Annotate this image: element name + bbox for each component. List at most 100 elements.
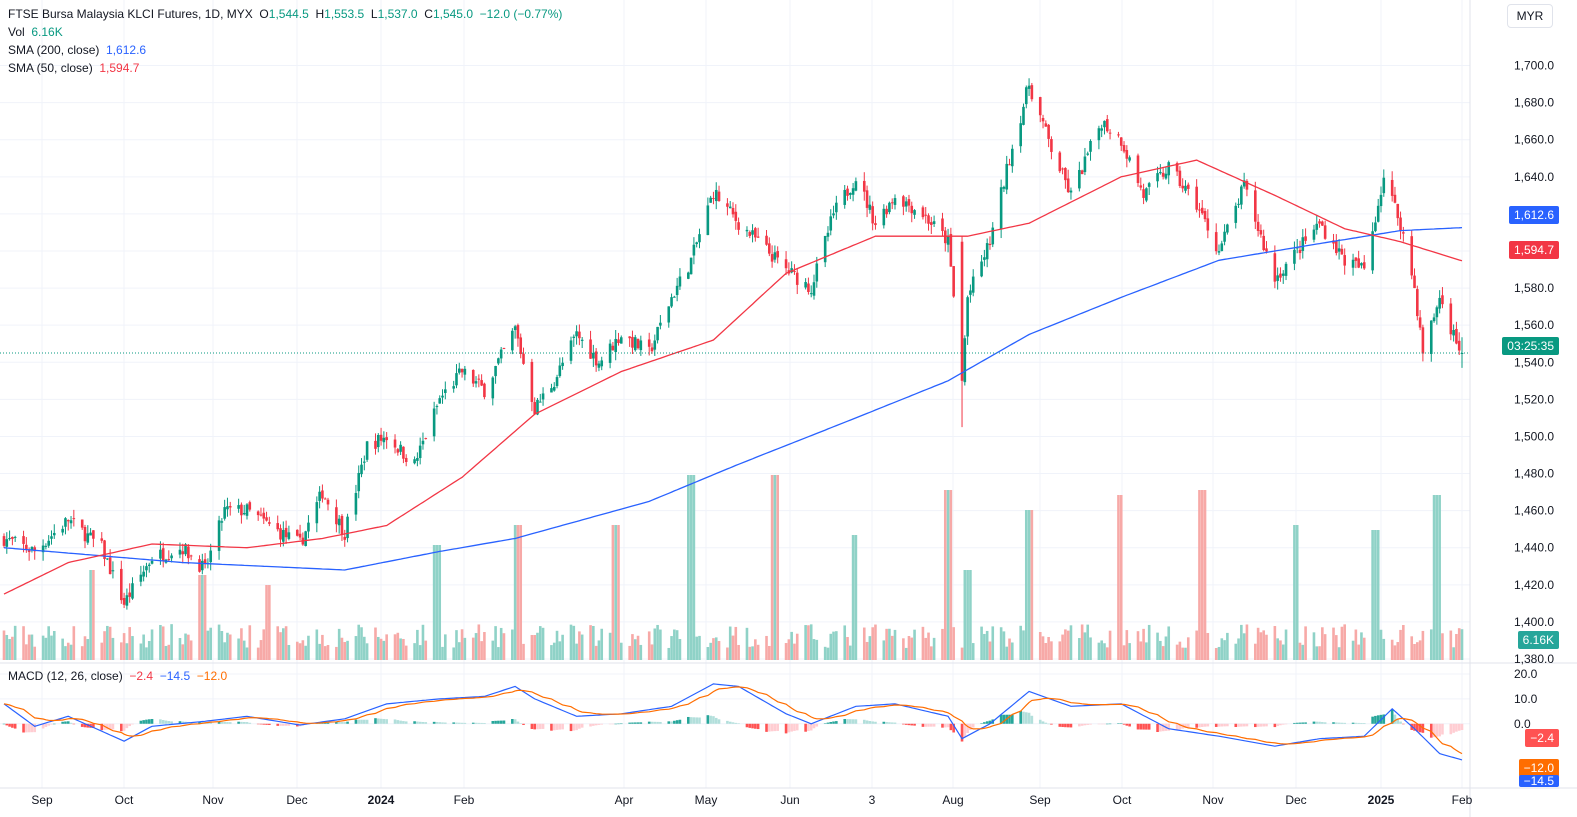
candle-body bbox=[418, 445, 422, 459]
macd-histogram-bar bbox=[217, 721, 221, 724]
candle-body bbox=[812, 282, 816, 296]
candle-body bbox=[1284, 263, 1288, 276]
candle-body bbox=[1050, 139, 1053, 152]
candle-body bbox=[1156, 173, 1159, 182]
sma200-legend-row[interactable]: SMA (200, close) 1,612.6 bbox=[8, 41, 562, 59]
volume-bar bbox=[768, 645, 771, 660]
macd-histogram-bar bbox=[11, 723, 14, 728]
candle-body bbox=[223, 507, 226, 519]
volume-legend-row[interactable]: Vol 6.16K bbox=[8, 23, 562, 41]
volume-bar bbox=[413, 643, 416, 660]
time-axis[interactable]: Sep Oct Nov Dec 2024 Feb Apr May Jun 3 Aug Sep Oct No… bbox=[31, 793, 1472, 807]
candle-body bbox=[1262, 235, 1265, 250]
macd-signal-value: −12.0 bbox=[196, 669, 228, 683]
price-axis[interactable]: 1,380.0 1,400.0 1,420.0 1,440.0 1,460.0 1,480… bbox=[1514, 59, 1554, 666]
volume-bar bbox=[1047, 636, 1050, 660]
volume-bar bbox=[673, 629, 676, 660]
candle-body bbox=[712, 198, 715, 200]
macd-histogram-bar bbox=[854, 719, 858, 724]
macd-signal-line bbox=[3, 686, 1463, 755]
symbol-name[interactable]: FTSE Bursa Malaysia KLCI Futures, 1D, MY… bbox=[8, 7, 253, 21]
volume-bar bbox=[463, 637, 467, 660]
candle-body bbox=[452, 386, 455, 389]
macd-histogram-bar bbox=[871, 721, 874, 724]
candle-body bbox=[441, 395, 444, 398]
candle-body bbox=[930, 222, 933, 225]
volume-bar bbox=[1321, 627, 1324, 660]
volume-bar bbox=[354, 636, 358, 660]
candle-body bbox=[1175, 163, 1179, 172]
volume-bar bbox=[538, 626, 542, 660]
macd-histogram-bar bbox=[346, 721, 349, 724]
volume-bar bbox=[1413, 643, 1416, 660]
candle-body bbox=[61, 528, 64, 533]
volume-bar bbox=[1223, 640, 1226, 660]
volume-bar bbox=[927, 632, 930, 660]
volume-bar bbox=[592, 625, 595, 660]
candle-body bbox=[178, 549, 182, 555]
macd-histogram-bar bbox=[1293, 722, 1296, 724]
macd-histogram-bar bbox=[709, 715, 712, 724]
volume-bar bbox=[483, 632, 486, 660]
time-tick-label: 2024 bbox=[368, 793, 395, 807]
macd-legend[interactable]: MACD (12, 26, close) −2.4 −14.5 −12.0 bbox=[8, 669, 227, 683]
time-tick-label: Feb bbox=[454, 793, 475, 807]
volume-bar bbox=[823, 646, 827, 660]
candle-body bbox=[1304, 236, 1307, 241]
candle-body bbox=[396, 449, 400, 453]
macd-histogram-bar bbox=[932, 723, 936, 727]
macd-histogram-bar bbox=[1019, 710, 1022, 724]
volume-bar bbox=[536, 632, 539, 660]
currency-button[interactable]: MYR bbox=[1507, 4, 1553, 28]
time-tick-label: Nov bbox=[202, 793, 223, 807]
candle-body bbox=[1265, 248, 1268, 252]
candle-body bbox=[343, 536, 347, 540]
volume-bar bbox=[1100, 640, 1103, 660]
macd-histogram-bar bbox=[1061, 723, 1064, 728]
candle-body bbox=[1080, 170, 1084, 175]
volume-bar bbox=[1357, 644, 1360, 660]
candle-body bbox=[555, 377, 559, 387]
macd-histogram-bar bbox=[47, 723, 50, 726]
symbol-row[interactable]: FTSE Bursa Malaysia KLCI Futures, 1D, MY… bbox=[8, 5, 562, 23]
candle-body bbox=[432, 408, 436, 437]
volume-bar bbox=[1276, 638, 1279, 660]
volume-bar bbox=[1410, 636, 1414, 660]
macd-histogram-bar bbox=[262, 723, 266, 725]
volume-bar bbox=[1203, 490, 1207, 660]
change-value: −12.0 (−0.77%) bbox=[479, 7, 563, 21]
volume-bar bbox=[1402, 625, 1405, 660]
macd-histogram-bar bbox=[594, 723, 598, 726]
volume-bar bbox=[946, 490, 950, 660]
volume-bar bbox=[991, 626, 995, 660]
macd-histogram-bar bbox=[885, 722, 888, 724]
macd-histogram-bar bbox=[1234, 723, 1238, 728]
volume-bar bbox=[511, 629, 514, 660]
candle-body bbox=[862, 180, 866, 192]
candle-body bbox=[1281, 273, 1285, 276]
candle-body bbox=[1360, 263, 1363, 266]
volume-bar bbox=[22, 626, 25, 660]
macd-histogram-bar bbox=[1047, 723, 1050, 725]
candle-body bbox=[689, 257, 693, 275]
volume-bar bbox=[1083, 632, 1087, 660]
sma50-legend-row[interactable]: SMA (50, close) 1,594.7 bbox=[8, 59, 562, 77]
candle-body bbox=[678, 276, 682, 287]
candle-body bbox=[846, 188, 849, 196]
price-tick-label: 1,520.0 bbox=[1514, 392, 1554, 406]
volume-bar bbox=[1050, 641, 1053, 660]
price-tick-label: 1,640.0 bbox=[1514, 170, 1554, 184]
macd-histogram-bar bbox=[555, 723, 559, 730]
volume-bar bbox=[1265, 634, 1268, 660]
candle-body bbox=[910, 205, 914, 214]
candle-body bbox=[1357, 258, 1360, 268]
volume-bar bbox=[1337, 647, 1341, 660]
candle-body bbox=[653, 340, 657, 350]
volume-bar bbox=[1332, 627, 1335, 660]
volume-bar bbox=[69, 644, 73, 660]
volume-bar bbox=[438, 545, 442, 660]
volume-bar bbox=[120, 642, 123, 660]
macd-histogram-bar bbox=[1142, 723, 1145, 730]
candle-body bbox=[946, 235, 950, 245]
